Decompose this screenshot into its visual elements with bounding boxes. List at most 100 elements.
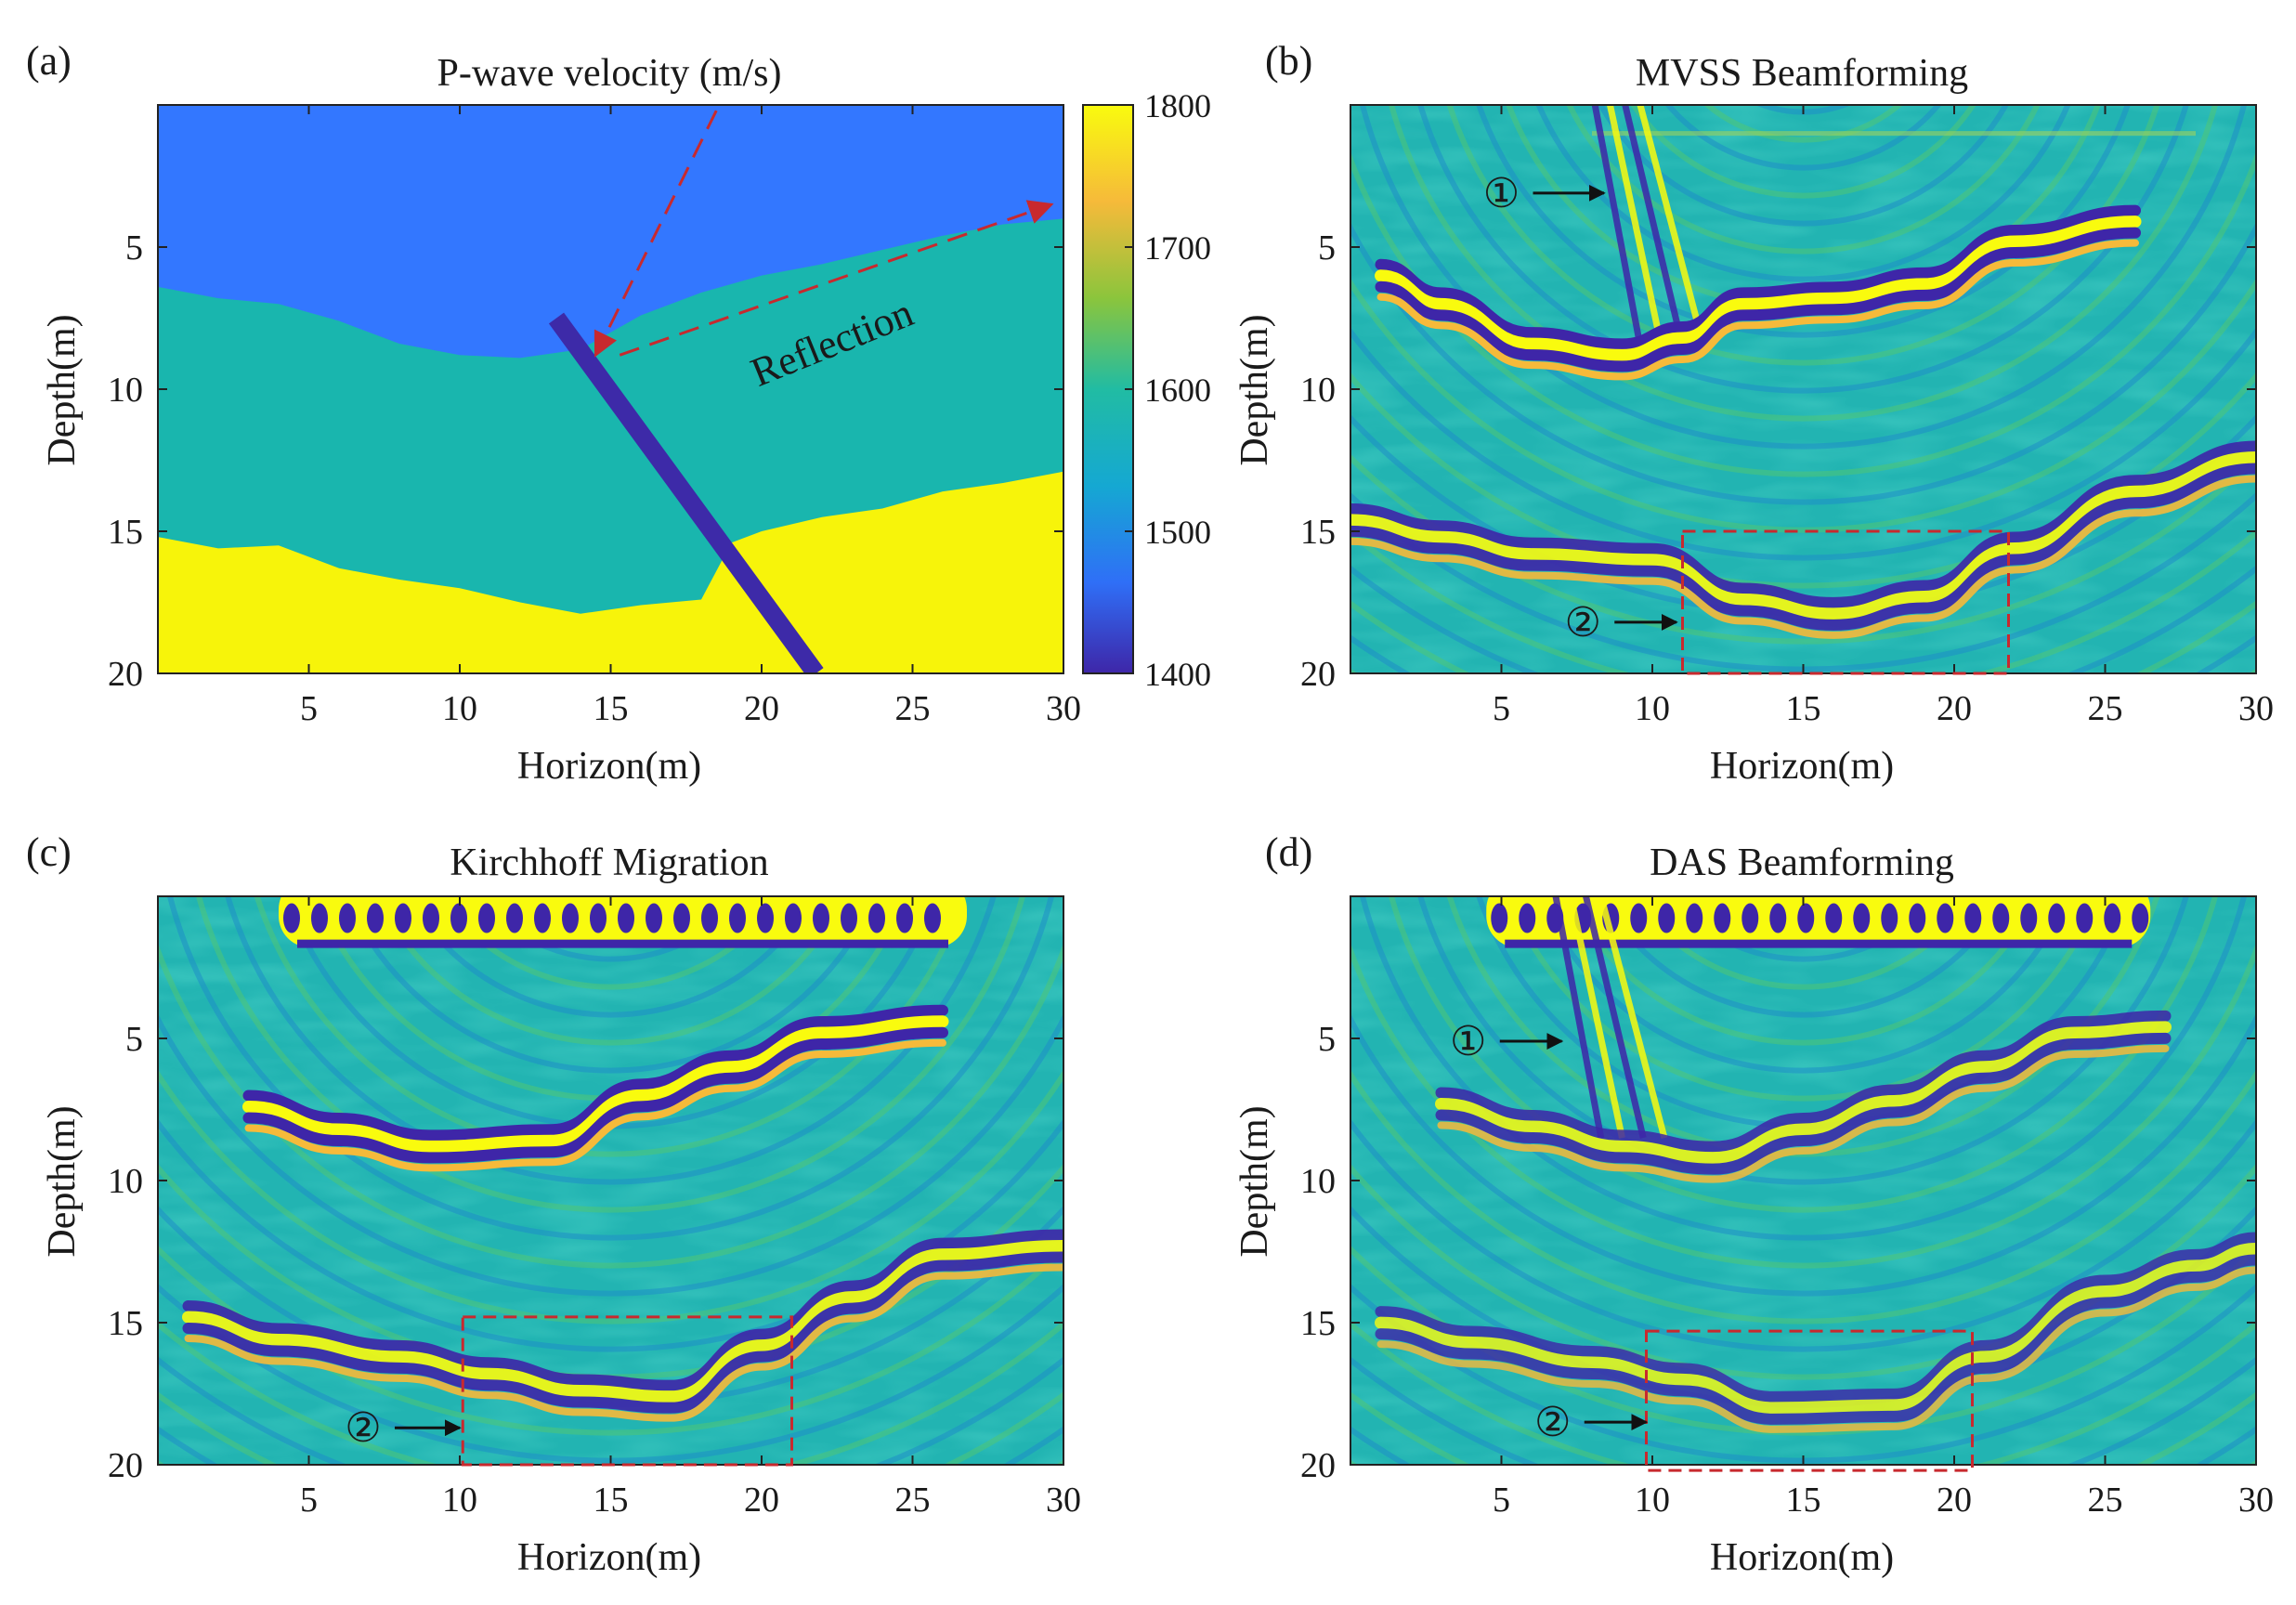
source-artifact-dot (757, 903, 774, 933)
x-tick-label-30: 30 (1046, 689, 1081, 728)
panel-label-d: (d) (1265, 829, 1312, 875)
arc-14 (158, 1012, 1063, 1297)
arc-19 (1350, 453, 2256, 645)
reflector-band-3 (1437, 1044, 2170, 1183)
arc-16 (1350, 1117, 2256, 1352)
reflector-2 (182, 1229, 1063, 1422)
y-tick-label-20: 20 (108, 655, 143, 694)
y-tick-label-5: 5 (125, 1020, 143, 1059)
x-tick-label-25: 25 (2088, 1481, 2123, 1520)
arc-7 (1506, 896, 2101, 1102)
source-artifact-dot (646, 903, 662, 933)
arc-17 (1350, 1163, 2256, 1380)
reflector-band-1 (1435, 1021, 2172, 1165)
source-artifact-dot (395, 903, 411, 933)
arc-4 (1598, 896, 2009, 1018)
source-artifact-dot (590, 903, 607, 933)
steep-event-3 (1598, 896, 1668, 1139)
source-artifact-dot (813, 903, 829, 933)
source-artifact-dot (2048, 903, 2066, 933)
reflector-band-0 (1435, 1010, 2172, 1153)
x-tick-label-5: 5 (300, 1481, 318, 1520)
arc-12 (167, 896, 1054, 1241)
reflector-band-0 (1375, 204, 2141, 350)
arc-10 (1417, 105, 2189, 394)
reflector-band-2 (1350, 463, 2256, 631)
x-tick-label-15: 15 (594, 1481, 629, 1520)
source-artifact-dot (367, 903, 384, 933)
reflector-band-1 (1375, 1243, 2256, 1415)
steep-event-1 (1567, 896, 1625, 1139)
source-artifact-dot (562, 903, 579, 933)
steep-event-0 (1591, 105, 1644, 347)
source-artifact-dot (534, 903, 551, 933)
ray-arrow-2 (619, 200, 1054, 357)
panel-kirchhoff-migration: (c) Kirchhoff Migration 5 10 15 20 25 30 5 10 15… (26, 829, 1081, 1579)
arc-6 (1535, 105, 2071, 282)
y-tick-label-15: 15 (108, 1304, 143, 1343)
reflector-2 (1375, 1232, 2256, 1433)
x-tick-label-10: 10 (442, 1481, 477, 1520)
arc-10 (1417, 896, 2189, 1185)
reflector-band-3 (184, 1263, 1063, 1422)
y-tick-label-15: 15 (1300, 513, 1336, 552)
reflector-band-0 (182, 1229, 1063, 1391)
y-tick-label-10: 10 (1300, 1162, 1336, 1201)
reflector-band-3 (1376, 1266, 2256, 1433)
x-tick-label-30: 30 (2238, 1481, 2274, 1520)
axes-c: 5 10 15 20 25 30 5 10 15 20 (108, 895, 1081, 1520)
source-artifact-dot (1825, 903, 1843, 933)
source-artifact-dot (896, 903, 913, 933)
panel-label-c: (c) (26, 829, 72, 875)
y-tick-label-10: 10 (1300, 371, 1336, 410)
source-artifact-dot (2132, 903, 2149, 933)
colorbar-ticks: 1400 1500 1600 1700 1800 (1125, 87, 1211, 693)
x-tick-label-20: 20 (1937, 689, 1972, 728)
panel-title-d: DAS Beamforming (1650, 842, 1954, 884)
y-tick-label-20: 20 (1300, 1446, 1336, 1485)
x-tick-label-5: 5 (300, 689, 318, 728)
panel-title-a: P-wave velocity (m/s) (437, 52, 782, 95)
reflector-2 (1350, 440, 2256, 639)
arc-2 (1664, 896, 1942, 962)
arc-1 (1702, 105, 1904, 143)
source-artifact-dot (924, 903, 941, 933)
x-tick-label-15: 15 (1786, 1481, 1821, 1520)
plot-area-a (158, 105, 1063, 673)
arc-12 (1360, 896, 2247, 1241)
arc-8 (1476, 105, 2131, 338)
reflector-band-1 (1375, 215, 2142, 361)
ray-arrow-1 (594, 110, 718, 358)
plot-area-c (158, 896, 1063, 1465)
ylabel-c: Depth(m) (41, 1105, 84, 1257)
colorbar: 1400 1500 1600 1700 1800 (1082, 87, 1211, 693)
source-artifact-dot (1491, 903, 1508, 933)
axes-d: 5 10 15 20 25 30 5 10 15 20 (1300, 895, 2274, 1520)
layer-top (158, 105, 1063, 359)
source-artifact-dot (450, 903, 467, 933)
source-artifact-dot (1519, 903, 1536, 933)
colorbar-tick-label-1800: 1800 (1144, 87, 1211, 124)
source-artifact-dot (423, 903, 439, 933)
arc-13 (1350, 150, 2256, 477)
source-artifact-dot (1742, 903, 1759, 933)
arc-3 (1630, 105, 1976, 199)
reflector-band-0 (1375, 1232, 2256, 1403)
fault-zone (548, 312, 824, 673)
plot-area-d (1350, 896, 2256, 1465)
reflector-1 (1375, 204, 2142, 381)
y-tick-label-15: 15 (108, 513, 143, 552)
arc-9 (1446, 105, 2160, 366)
x-tick-label-10: 10 (1635, 689, 1670, 728)
arc-12 (1360, 105, 2247, 450)
reflector-band-2 (182, 1251, 1063, 1414)
panel-velocity-model: (a) P-wave velocity (m/s) 5 10 15 20 25 30 5 10… (26, 38, 1211, 788)
y-tick-label-15: 15 (1300, 1304, 1336, 1343)
reflector-band-2 (1375, 1254, 2256, 1425)
arc-11 (195, 896, 1026, 1213)
y-tick-label-5: 5 (1318, 1020, 1336, 1059)
steep-event-2 (1622, 105, 1686, 347)
arc-4 (1598, 105, 2009, 227)
source-artifact-dot (478, 903, 495, 933)
arc-16 (1350, 326, 2256, 561)
